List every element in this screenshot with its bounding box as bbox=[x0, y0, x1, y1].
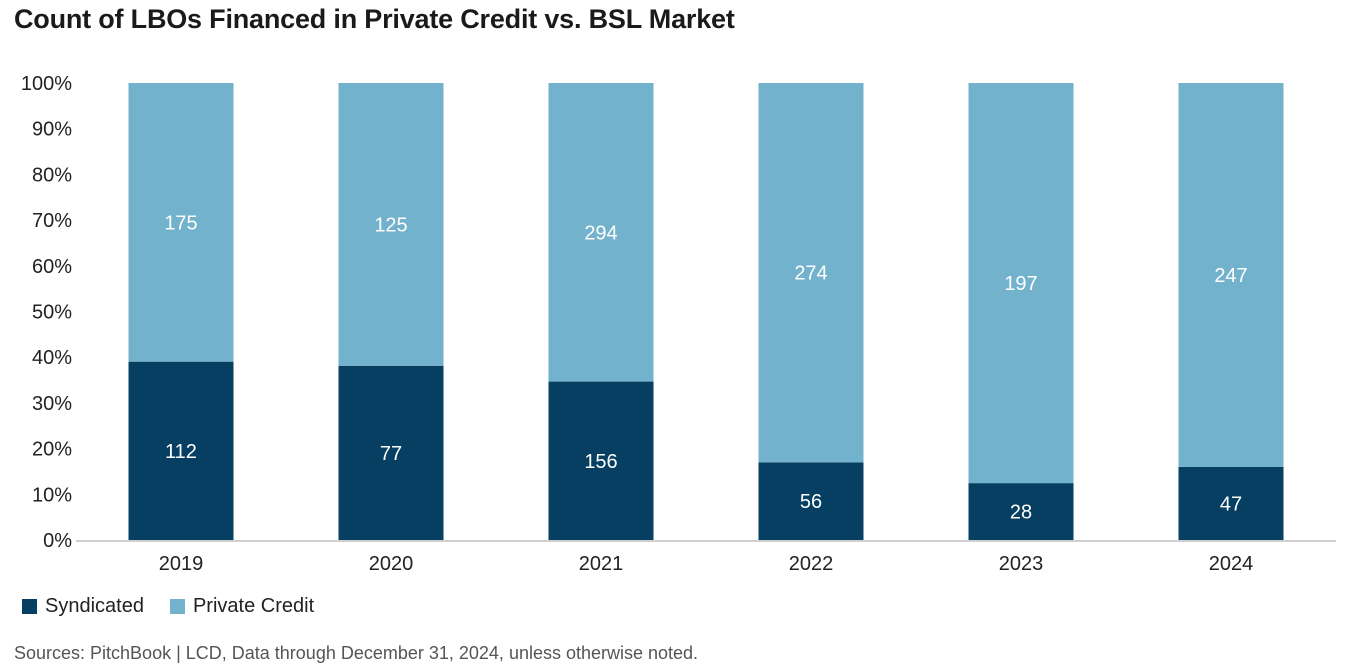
data-label-private-credit-2021: 294 bbox=[584, 222, 617, 244]
y-axis: 0% 10% 20% 30% 40% 50% 60% 70% 80% 90% 100% bbox=[21, 73, 72, 552]
bar-private-credit-2020 bbox=[338, 83, 444, 366]
x-tick-label: 2019 bbox=[159, 553, 204, 575]
y-tick-label: 100% bbox=[21, 73, 72, 95]
bar-private-credit-2019 bbox=[128, 83, 234, 362]
x-tick-label: 2020 bbox=[369, 553, 414, 575]
y-tick-label: 10% bbox=[32, 484, 72, 506]
legend: Syndicated Private Credit bbox=[22, 595, 340, 618]
x-tick-label: 2021 bbox=[579, 553, 624, 575]
data-label-syndicated-2023: 28 bbox=[1010, 502, 1032, 524]
data-label-private-credit-2020: 125 bbox=[374, 214, 407, 236]
data-label-syndicated-2024: 47 bbox=[1220, 493, 1242, 515]
y-tick-label: 0% bbox=[43, 530, 72, 552]
bar-syndicated-2023 bbox=[968, 483, 1074, 540]
data-label-private-credit-2024: 247 bbox=[1214, 265, 1247, 287]
stacked-bar-chart: 0% 10% 20% 30% 40% 50% 60% 70% 80% 90% 100% 112 175… bbox=[21, 73, 1336, 575]
source-note: Sources: PitchBook | LCD, Data through D… bbox=[14, 643, 699, 663]
bar-syndicated-2024 bbox=[1178, 466, 1284, 540]
legend-swatch-private-credit bbox=[169, 599, 185, 614]
data-label-private-credit-2019: 175 bbox=[164, 212, 197, 234]
data-label-private-credit-2023: 197 bbox=[1004, 273, 1037, 295]
y-tick-label: 70% bbox=[32, 210, 72, 232]
y-tick-label: 50% bbox=[32, 302, 72, 324]
bar-private-credit-2021 bbox=[548, 83, 654, 382]
bar-private-credit-2022 bbox=[758, 83, 864, 463]
bars-group: 112 175 77 125 156 294 56 274 28 197 47 247 bbox=[128, 83, 1284, 540]
legend-swatch-syndicated bbox=[22, 599, 37, 614]
y-tick-label: 40% bbox=[32, 347, 72, 369]
x-tick-label: 2023 bbox=[999, 553, 1044, 575]
y-tick-label: 20% bbox=[32, 439, 72, 461]
legend-label-private-credit: Private Credit bbox=[192, 595, 315, 617]
legend-item-private-credit: Private Credit bbox=[169, 595, 315, 618]
x-axis: 2019 2020 2021 2022 2023 2024 bbox=[76, 540, 1336, 575]
chart-title: Count of LBOs Financed in Private Credit… bbox=[14, 4, 735, 34]
bar-syndicated-2020 bbox=[338, 365, 444, 540]
x-tick-label: 2022 bbox=[789, 553, 834, 575]
legend-label-syndicated: Syndicated bbox=[45, 595, 144, 617]
bar-syndicated-2021 bbox=[548, 381, 654, 540]
y-tick-label: 60% bbox=[32, 256, 72, 278]
y-tick-label: 80% bbox=[32, 164, 72, 186]
data-label-syndicated-2021: 156 bbox=[584, 451, 617, 473]
bar-private-credit-2023 bbox=[968, 83, 1074, 484]
y-tick-label: 30% bbox=[32, 393, 72, 415]
legend-item-syndicated: Syndicated bbox=[22, 595, 144, 618]
data-label-private-credit-2022: 274 bbox=[794, 263, 827, 285]
bar-syndicated-2019 bbox=[128, 361, 234, 540]
y-tick-label: 90% bbox=[32, 119, 72, 141]
data-label-syndicated-2022: 56 bbox=[800, 491, 822, 513]
bar-private-credit-2024 bbox=[1178, 83, 1284, 467]
x-tick-label: 2024 bbox=[1209, 553, 1254, 575]
data-label-syndicated-2020: 77 bbox=[380, 443, 402, 465]
data-label-syndicated-2019: 112 bbox=[165, 441, 197, 463]
bar-syndicated-2022 bbox=[758, 462, 864, 540]
